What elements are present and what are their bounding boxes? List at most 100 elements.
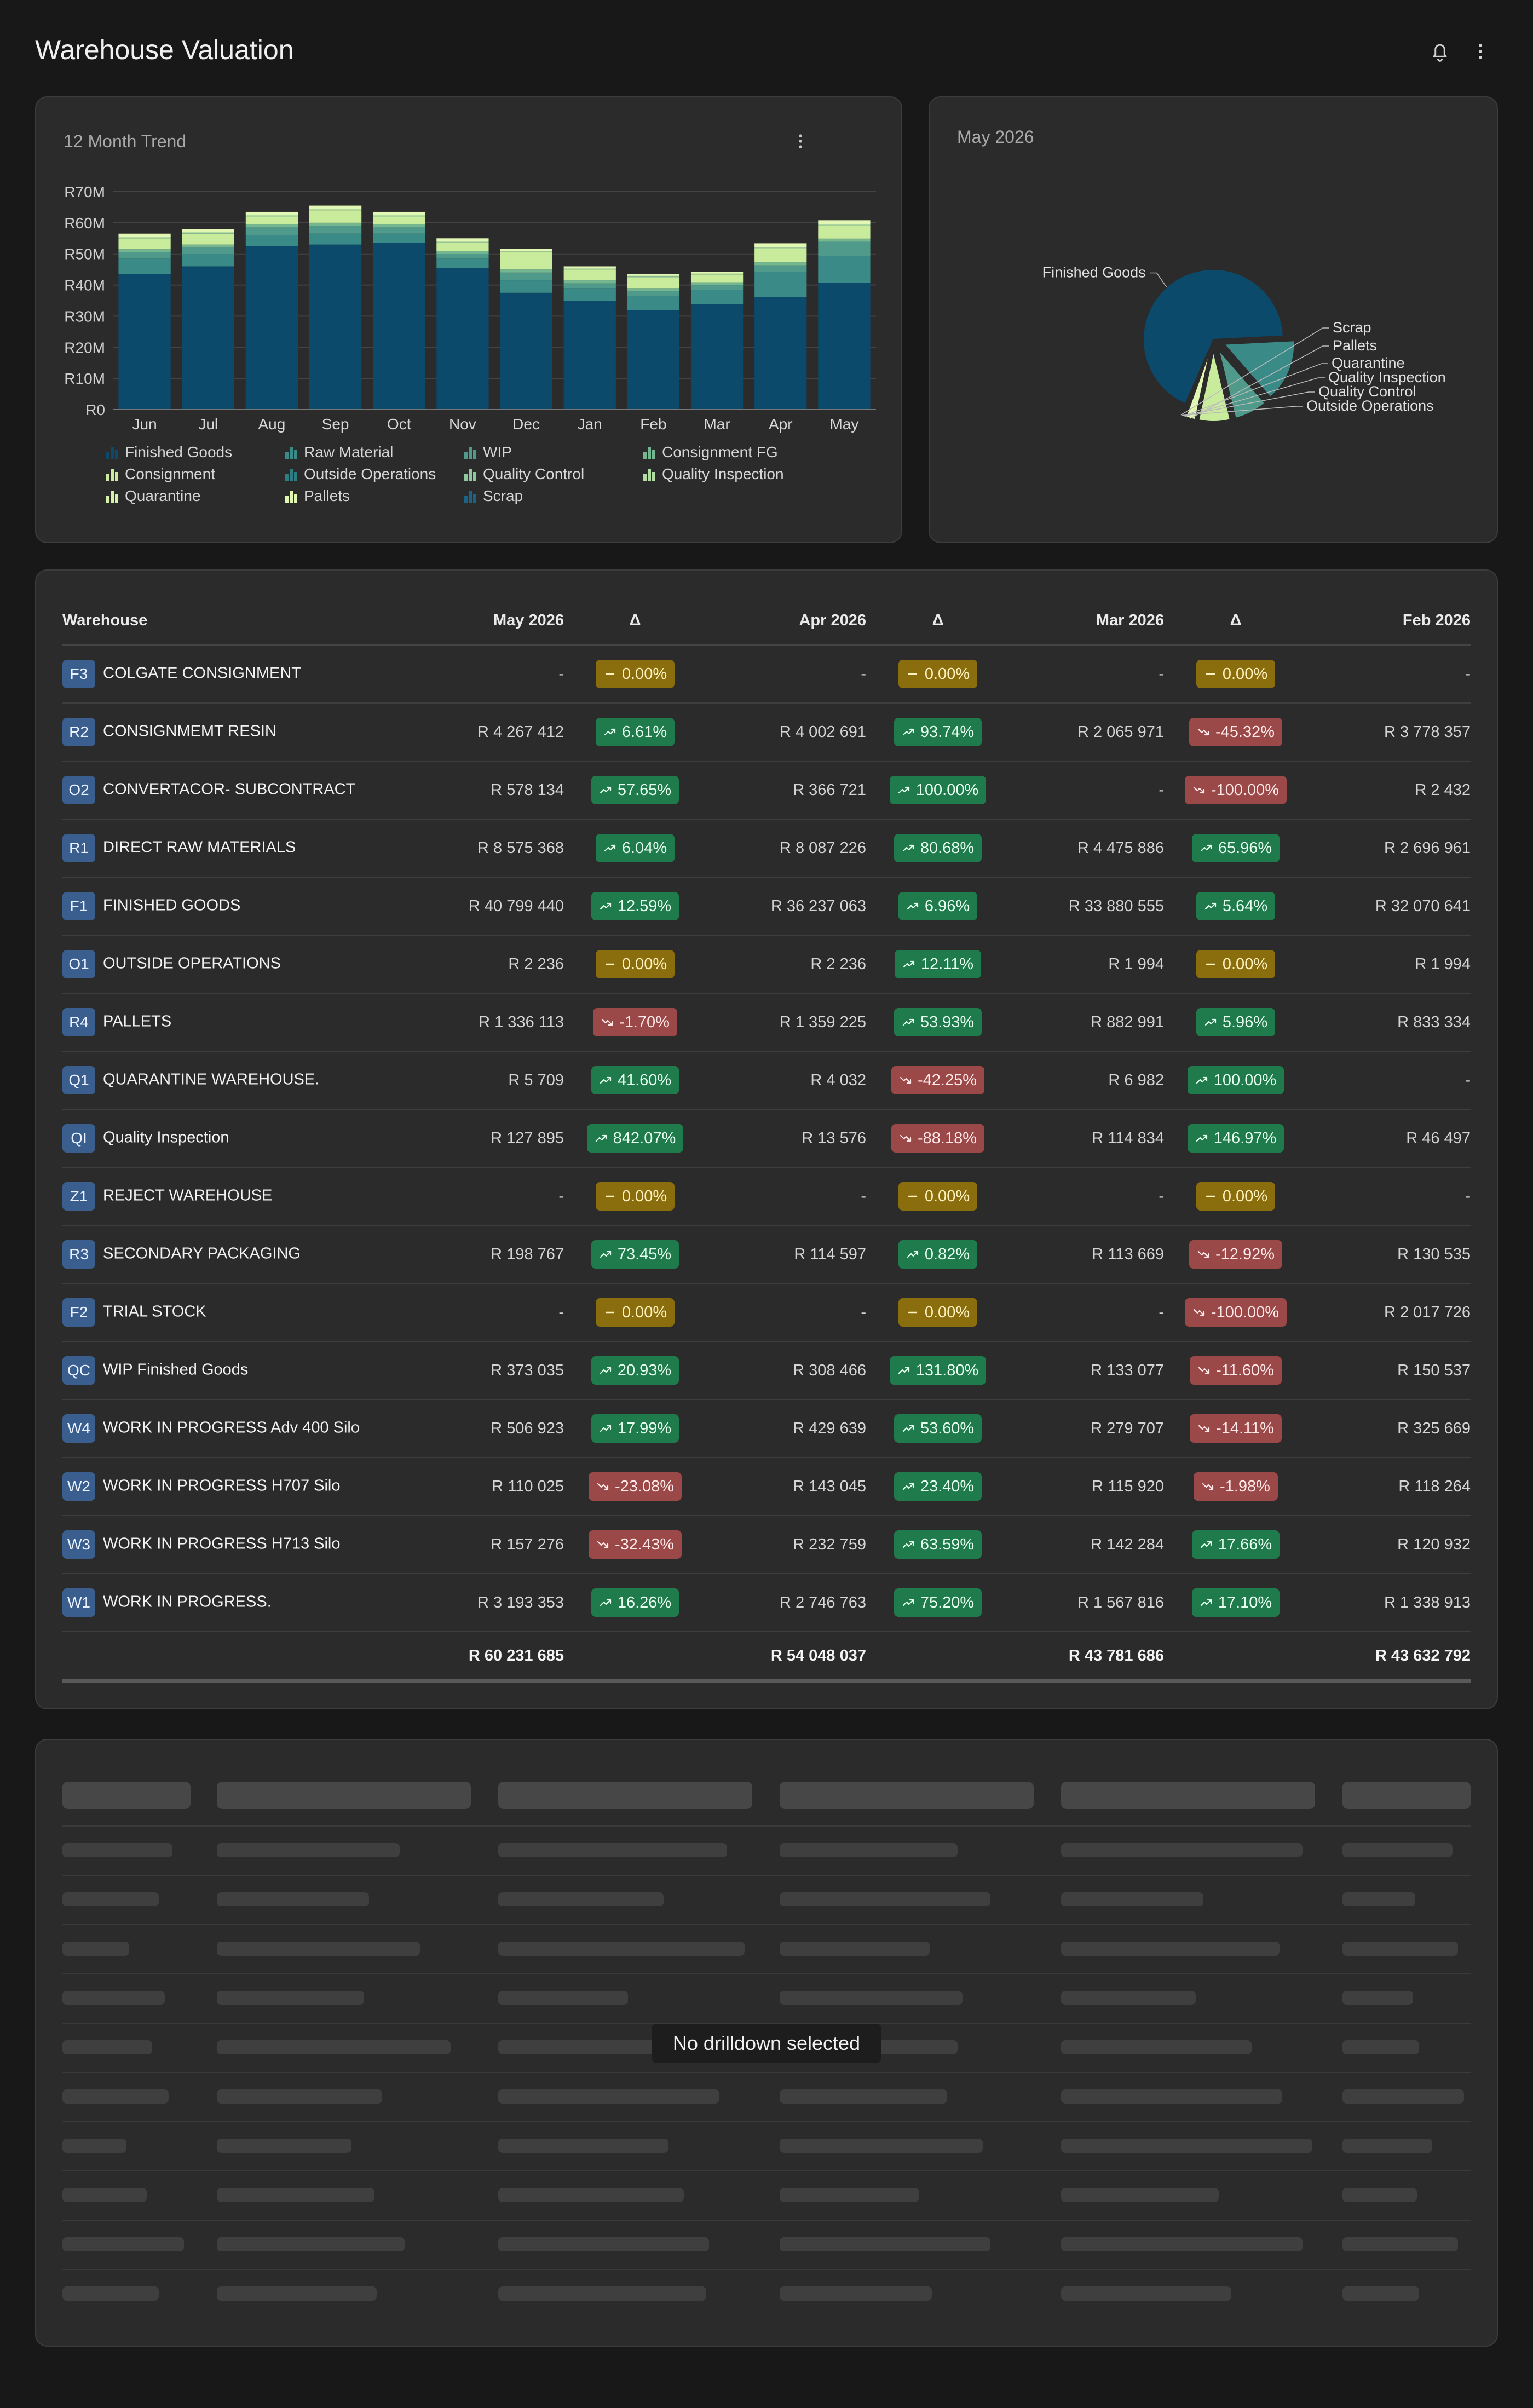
bar-segment[interactable] <box>182 247 234 254</box>
table-row[interactable]: W4 WORK IN PROGRESS Adv 400 Silo R 506 923… <box>62 1399 1471 1458</box>
bar-segment[interactable] <box>245 215 298 216</box>
bar-segment[interactable] <box>500 252 552 270</box>
bar-segment[interactable] <box>563 288 616 301</box>
bar-segment[interactable] <box>373 216 425 224</box>
warehouse-cell[interactable]: QI Quality Inspection <box>62 1109 402 1168</box>
more-vertical-icon[interactable] <box>1468 39 1492 64</box>
bar-segment[interactable] <box>436 251 489 254</box>
bar-segment[interactable] <box>690 282 744 286</box>
warehouse-cell[interactable]: R3 SECONDARY PACKAGING <box>62 1225 402 1284</box>
bar-segment[interactable] <box>627 276 680 278</box>
bar-segment[interactable] <box>563 266 616 268</box>
bar-segment[interactable] <box>182 232 234 233</box>
bar-segment[interactable] <box>818 225 871 239</box>
bar-segment[interactable] <box>118 258 171 274</box>
bar-segment[interactable] <box>627 277 680 289</box>
bar-segment[interactable] <box>182 233 234 245</box>
table-row[interactable]: R2 CONSIGNMEMT RESIN R 4 267 412 6.61% R 4 0… <box>62 703 1471 762</box>
bar-segment[interactable] <box>309 210 362 223</box>
warehouse-cell[interactable]: W2 WORK IN PROGRESS H707 Silo <box>62 1458 402 1516</box>
pie-slice[interactable] <box>1223 340 1295 398</box>
bar-segment[interactable] <box>818 220 871 224</box>
bar-segment[interactable] <box>754 248 807 263</box>
warehouse-cell[interactable]: R2 CONSIGNMEMT RESIN <box>62 703 402 762</box>
bar-segment[interactable] <box>690 285 744 290</box>
bar-segment[interactable] <box>245 235 298 246</box>
warehouse-cell[interactable]: F1 FINISHED GOODS <box>62 877 402 936</box>
bar-segment[interactable] <box>436 238 489 241</box>
table-row[interactable]: F1 FINISHED GOODS R 40 799 440 12.59% R 36 2… <box>62 877 1471 936</box>
bar-segment[interactable] <box>563 301 616 410</box>
warehouse-cell[interactable]: W3 WORK IN PROGRESS H713 Silo <box>62 1516 402 1574</box>
bar-segment[interactable] <box>818 256 871 283</box>
table-row[interactable]: QC WIP Finished Goods R 373 035 20.93% R 308… <box>62 1341 1471 1400</box>
bar-segment[interactable] <box>563 280 616 284</box>
warehouse-cell[interactable]: Q1 QUARANTINE WAREHOUSE. <box>62 1051 402 1110</box>
warehouse-cell[interactable]: F3 COLGATE CONSIGNMENT <box>62 645 402 704</box>
bar-segment[interactable] <box>436 241 489 243</box>
legend-item[interactable]: Consignment <box>105 465 284 483</box>
legend-item[interactable]: Quarantine <box>105 487 284 505</box>
col-header-mar-2026[interactable]: Mar 2026 <box>1010 597 1164 646</box>
bar-segment[interactable] <box>690 290 744 304</box>
legend-item[interactable]: Quality Inspection <box>642 465 821 483</box>
trend-menu-icon[interactable] <box>789 130 811 152</box>
table-row[interactable]: O1 OUTSIDE OPERATIONS R 2 236 0.00% R 2 236 1… <box>62 935 1471 994</box>
table-row[interactable]: R4 PALLETS R 1 336 113 -1.70% R 1 359 225 53.… <box>62 993 1471 1052</box>
legend-item[interactable]: Pallets <box>284 487 463 505</box>
bar-segment[interactable] <box>754 297 807 410</box>
bar-segment[interactable] <box>118 233 171 237</box>
bar-segment[interactable] <box>182 233 234 234</box>
table-row[interactable]: R3 SECONDARY PACKAGING R 198 767 73.45% R 11… <box>62 1225 1471 1284</box>
col-header-feb-2026[interactable]: Feb 2026 <box>1307 597 1471 646</box>
legend-item[interactable]: WIP <box>463 443 642 461</box>
bar-segment[interactable] <box>754 265 807 272</box>
bar-segment[interactable] <box>245 246 298 410</box>
col-header-delta-2[interactable]: Δ <box>866 597 1010 646</box>
pie-slice[interactable] <box>1218 349 1266 419</box>
bar-segment[interactable] <box>245 216 298 224</box>
table-row[interactable]: F2 TRIAL STOCK - 0.00% - 0.00% - -100.00% R 2 01… <box>62 1283 1471 1342</box>
bell-icon[interactable] <box>1428 39 1452 64</box>
pie-slice[interactable] <box>1198 351 1231 422</box>
bar-segment[interactable] <box>818 224 871 226</box>
bar-segment[interactable] <box>627 275 680 277</box>
bar-segment[interactable] <box>118 252 171 259</box>
bar-segment[interactable] <box>563 269 616 281</box>
table-row[interactable]: W3 WORK IN PROGRESS H713 Silo R 157 276 -32… <box>62 1516 1471 1574</box>
col-header-warehouse[interactable]: Warehouse <box>62 597 402 646</box>
bar-segment[interactable] <box>818 238 871 242</box>
bar-segment[interactable] <box>118 274 171 410</box>
bar-segment[interactable] <box>182 254 234 267</box>
bar-segment[interactable] <box>690 304 744 410</box>
bar-segment[interactable] <box>500 272 552 281</box>
warehouse-cell[interactable]: R4 PALLETS <box>62 993 402 1052</box>
table-row[interactable]: F3 COLGATE CONSIGNMENT - 0.00% - 0.00% - 0.00% - <box>62 645 1471 704</box>
bar-segment[interactable] <box>500 269 552 273</box>
legend-item[interactable]: Raw Material <box>284 443 463 461</box>
bar-segment[interactable] <box>182 244 234 248</box>
bar-segment[interactable] <box>818 241 871 256</box>
table-row[interactable]: W2 WORK IN PROGRESS H707 Silo R 110 025 -23… <box>62 1458 1471 1516</box>
bar-segment[interactable] <box>627 310 680 410</box>
bar-segment[interactable] <box>309 226 362 234</box>
bar-segment[interactable] <box>309 244 362 410</box>
bar-segment[interactable] <box>118 249 171 252</box>
bar-segment[interactable] <box>373 243 425 410</box>
bar-segment[interactable] <box>245 211 298 215</box>
table-row[interactable]: O2 CONVERTACOR- SUBCONTRACT R 578 134 57.65… <box>62 761 1471 820</box>
bar-segment[interactable] <box>754 243 807 248</box>
table-row[interactable]: R1 DIRECT RAW MATERIALS R 8 575 368 6.04% R … <box>62 819 1471 878</box>
bar-segment[interactable] <box>373 227 425 234</box>
bar-segment[interactable] <box>754 262 807 266</box>
legend-item[interactable]: Consignment FG <box>642 443 821 461</box>
bar-segment[interactable] <box>754 247 807 249</box>
bar-segment[interactable] <box>500 280 552 293</box>
bar-segment[interactable] <box>627 296 680 310</box>
table-row[interactable]: QI Quality Inspection R 127 895 842.07% R 13… <box>62 1109 1471 1168</box>
warehouse-cell[interactable]: QC WIP Finished Goods <box>62 1341 402 1400</box>
bar-segment[interactable] <box>309 222 362 226</box>
legend-item[interactable]: Finished Goods <box>105 443 284 461</box>
bar-segment[interactable] <box>500 249 552 251</box>
bar-segment[interactable] <box>754 272 807 297</box>
